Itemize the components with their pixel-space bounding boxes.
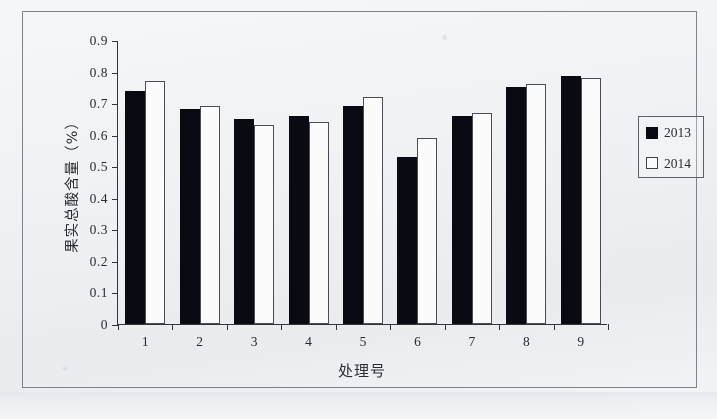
bar-2013-1 xyxy=(125,90,146,324)
legend-item-2013[interactable]: 2013 xyxy=(646,126,703,140)
x-axis-tick-label: 2 xyxy=(196,334,204,349)
chart-frame: 果实总酸含量（%） 0 0.1 0.2 0.3 0.4 0.5 0.6 0.7 0.8 0.9 1… xyxy=(22,11,704,388)
x-axis-tick xyxy=(499,324,501,330)
y-axis-tick-label: 0.2 xyxy=(89,253,108,269)
bar-2014-2 xyxy=(199,106,220,324)
bar-2014-5 xyxy=(363,96,383,324)
bar-2014-9 xyxy=(580,77,601,324)
y-axis-tick-label: 0.5 xyxy=(89,159,108,175)
y-axis-tick xyxy=(112,104,118,106)
legend-swatch-2013-icon xyxy=(646,126,658,139)
y-axis-tick xyxy=(112,167,118,169)
x-axis-tick xyxy=(226,324,228,330)
legend-item-2014[interactable]: 2014 xyxy=(646,155,703,171)
page-edge-shadow xyxy=(0,392,717,419)
x-axis-tick-label: 3 xyxy=(250,334,258,349)
bar-2014-4 xyxy=(308,122,329,324)
x-axis-tick xyxy=(118,324,119,330)
x-axis-tick-label: 7 xyxy=(468,334,476,349)
bar-2013-3 xyxy=(234,118,255,324)
y-axis-tick xyxy=(112,293,118,295)
x-axis-tick xyxy=(172,324,174,330)
chart-legend: 2013 2014 xyxy=(638,116,704,178)
x-axis-tick xyxy=(335,324,337,330)
y-axis-tick-label: 0.4 xyxy=(89,190,108,206)
y-axis-tick xyxy=(112,135,118,137)
x-axis-tick xyxy=(444,324,446,330)
y-axis-tick-label: 0.3 xyxy=(89,222,108,238)
x-axis-title: 处理号 xyxy=(337,362,386,380)
y-axis-tick xyxy=(112,261,118,263)
bar-2014-7 xyxy=(471,112,492,324)
y-axis-tick-label: 0.8 xyxy=(89,64,108,80)
y-axis-title: 果实总酸含量（%） xyxy=(61,41,81,325)
x-axis-tick-label: 6 xyxy=(414,334,421,349)
bar-2014-6 xyxy=(417,137,438,324)
legend-swatch-2014-icon xyxy=(646,157,658,170)
y-axis-tick-label: 0.7 xyxy=(89,96,108,112)
bar-2013-6 xyxy=(397,156,418,324)
x-axis-tick xyxy=(553,324,555,330)
x-axis-tick-label: 4 xyxy=(305,334,312,349)
legend-label-2014: 2014 xyxy=(664,155,691,171)
x-axis-tick-label: 9 xyxy=(577,334,585,349)
y-axis-title-text: 果实总酸含量（%） xyxy=(64,113,81,253)
x-axis-tick-label: 1 xyxy=(141,334,149,349)
y-axis-tick xyxy=(112,230,118,232)
y-axis-tick xyxy=(112,198,118,200)
x-axis-tick xyxy=(608,324,609,330)
bar-2013-9 xyxy=(560,76,581,324)
bar-2014-3 xyxy=(254,125,275,324)
plot-area: 0 0.1 0.2 0.3 0.4 0.5 0.6 0.7 0.8 0.9 1 2 3 4 5 6 7 8 9 xyxy=(90,33,609,349)
y-axis-tick xyxy=(112,325,118,326)
bar-2014-1 xyxy=(145,81,166,324)
x-axis-tick xyxy=(390,324,392,330)
bar-2014-8 xyxy=(526,84,547,324)
x-axis-tick-label: 5 xyxy=(359,334,367,349)
bar-2013-4 xyxy=(288,115,309,324)
y-axis-tick-label: 0.6 xyxy=(89,127,108,143)
y-axis-tick-label: 0.1 xyxy=(89,285,108,301)
bar-2013-5 xyxy=(343,106,363,324)
y-axis-tick xyxy=(112,41,118,42)
y-axis-tick-label: 0 xyxy=(100,317,108,332)
y-axis-tick xyxy=(112,72,118,74)
legend-label-2013: 2013 xyxy=(664,125,691,140)
bar-2013-7 xyxy=(451,115,472,324)
y-axis-tick-label: 0.9 xyxy=(89,33,108,48)
x-axis-tick xyxy=(281,324,283,330)
x-axis-tick-label: 8 xyxy=(522,334,530,349)
bar-2013-8 xyxy=(506,87,527,324)
bar-2013-2 xyxy=(179,109,200,324)
